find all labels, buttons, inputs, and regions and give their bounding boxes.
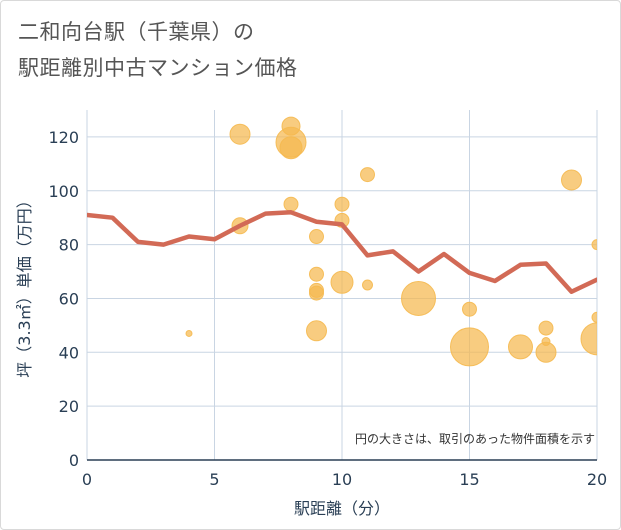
bubble-point [229, 123, 251, 145]
x-tick-label: 15 [459, 470, 479, 489]
bubble-point [306, 320, 327, 342]
bubble-point [450, 327, 489, 367]
bubble-point [279, 136, 303, 160]
bubble-point [334, 196, 350, 212]
y-tick-label: 120 [48, 128, 79, 147]
bubble-point [330, 270, 354, 294]
trend-line [87, 210, 597, 294]
bubble-point [561, 169, 582, 191]
y-tick-label: 60 [59, 289, 79, 308]
x-tick-label: 5 [209, 470, 219, 489]
x-tick-label: 20 [587, 470, 607, 489]
x-axis-label: 駅距離（分） [294, 499, 390, 518]
bubble-point [508, 334, 533, 360]
bubble-point [283, 196, 299, 212]
bubble-size-note: 円の大きさは、取引のあった物件面積を示す [355, 431, 595, 446]
y-tick-label: 80 [59, 236, 79, 255]
bubble-point [580, 322, 597, 356]
x-tick-label: 0 [82, 470, 92, 489]
chart-title: 二和向台駅（千葉県）の 駅距離別中古マンション価格 [18, 14, 298, 86]
bubble-point [362, 279, 373, 291]
y-axis-label: 坪（3.3㎡）単価（万円） [15, 192, 34, 377]
y-tick-label: 40 [59, 343, 79, 362]
title-line-2: 駅距離別中古マンション価格 [18, 56, 298, 80]
bubble-layer [185, 116, 597, 367]
title-line-1: 二和向台駅（千葉県）の [18, 20, 255, 44]
tick-labels: 0 20 40 60 80 100 120 0 5 10 15 20 [48, 128, 607, 489]
bubble-point [591, 311, 597, 323]
bubble-point [462, 301, 477, 317]
trend-line-layer [87, 210, 597, 294]
bubble-point [309, 229, 324, 245]
bubble-point [401, 280, 436, 316]
bubble-point [591, 239, 597, 251]
bubble-point [309, 266, 324, 282]
bubble-point [360, 167, 375, 183]
bubble-point [185, 329, 193, 337]
y-tick-label: 20 [59, 397, 79, 416]
bubble-point [538, 320, 554, 336]
y-tick-label: 0 [69, 451, 79, 470]
bubble-point [535, 341, 557, 363]
bubble-point [309, 285, 324, 301]
x-tick-label: 10 [332, 470, 352, 489]
y-tick-label: 100 [48, 182, 79, 201]
